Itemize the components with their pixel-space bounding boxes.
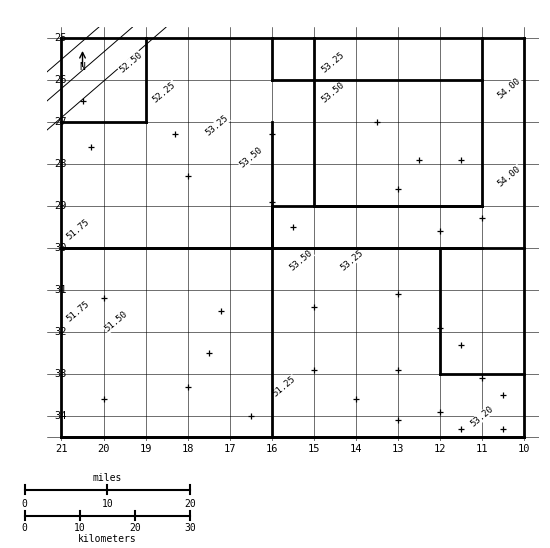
Text: 20: 20	[184, 499, 196, 509]
Text: 20: 20	[129, 523, 141, 533]
Text: 16: 16	[266, 443, 278, 454]
Text: 15: 15	[307, 443, 320, 454]
Text: 0: 0	[22, 499, 28, 509]
Text: 53.25: 53.25	[339, 248, 365, 273]
Text: 11: 11	[476, 443, 488, 454]
Text: 51.25: 51.25	[271, 375, 298, 399]
Text: 51.75: 51.75	[65, 217, 91, 241]
Text: 30: 30	[54, 243, 67, 253]
Text: 34: 34	[54, 411, 67, 421]
Text: 53.50: 53.50	[320, 80, 346, 104]
Text: 51.50: 51.50	[103, 310, 129, 334]
Text: 51.75: 51.75	[65, 299, 91, 323]
Text: 13: 13	[392, 443, 404, 454]
Text: 53.50: 53.50	[238, 145, 264, 169]
Text: 31: 31	[54, 285, 67, 295]
Text: 29: 29	[54, 201, 67, 211]
Text: 27: 27	[54, 117, 67, 127]
Text: 17: 17	[223, 443, 236, 454]
Text: 21: 21	[55, 443, 68, 454]
Text: 53.50: 53.50	[288, 248, 315, 273]
Text: 14: 14	[350, 443, 362, 454]
Text: 10: 10	[74, 523, 86, 533]
Text: 10: 10	[101, 499, 113, 509]
Text: 32: 32	[54, 327, 67, 337]
Text: 53.20: 53.20	[469, 404, 496, 429]
Text: 12: 12	[434, 443, 447, 454]
Text: 0: 0	[22, 523, 28, 533]
Text: 26: 26	[54, 75, 67, 84]
Text: miles: miles	[92, 473, 122, 483]
Text: 53.25: 53.25	[320, 51, 346, 75]
Text: 19: 19	[139, 443, 152, 454]
Text: N: N	[80, 62, 85, 72]
Text: 10: 10	[518, 443, 531, 454]
Text: 25: 25	[54, 32, 67, 43]
Text: 54.00: 54.00	[496, 76, 522, 100]
Text: 30: 30	[184, 523, 196, 533]
Text: 52.25: 52.25	[151, 80, 178, 104]
Text: 54.00: 54.00	[496, 164, 522, 189]
Text: 28: 28	[54, 159, 67, 169]
Text: 18: 18	[182, 443, 194, 454]
Text: 53.25: 53.25	[204, 114, 230, 138]
Text: 52.50: 52.50	[118, 51, 144, 75]
Text: 33: 33	[54, 369, 67, 379]
Text: 20: 20	[97, 443, 110, 454]
Text: kilometers: kilometers	[78, 534, 136, 544]
